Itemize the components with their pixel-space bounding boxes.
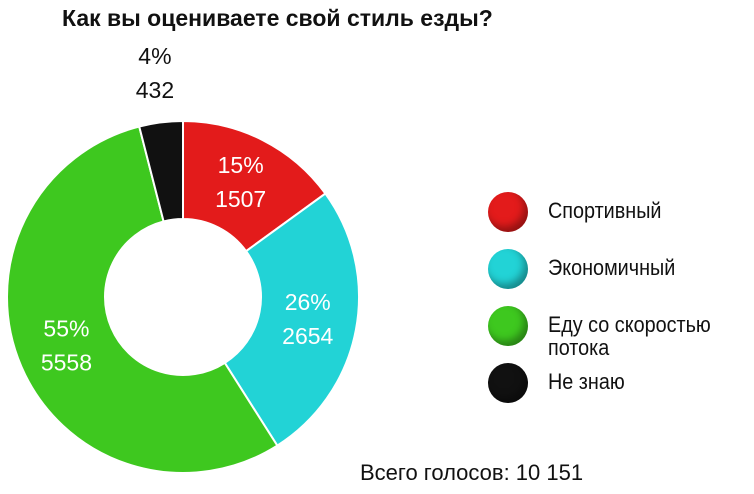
legend-item: Еду со скоростью потока: [488, 304, 754, 361]
slice-percent: 15%: [218, 152, 264, 178]
slice-percent: 55%: [43, 316, 89, 342]
chart-title: Как вы оцениваете свой стиль езды?: [62, 5, 493, 31]
donut-slice: [138, 119, 184, 223]
legend-swatch: [488, 306, 528, 346]
slice-percent: 4%: [138, 43, 171, 69]
slice-percent: 26%: [285, 289, 331, 315]
slice-count: 2654: [282, 323, 333, 349]
legend-swatch: [488, 363, 528, 403]
slice-count: 1507: [215, 186, 266, 212]
slice-count: 5558: [41, 350, 92, 376]
donut-slice: [6, 125, 279, 474]
legend-label: Не знаю: [548, 369, 625, 394]
legend-label: Еду со скоростью потока: [548, 312, 711, 360]
slice-count: 432: [136, 77, 174, 103]
donut-slice: [223, 192, 360, 447]
legend-item: Экономичный: [488, 247, 754, 304]
legend: Спортивный Экономичный Еду со скоростью по…: [488, 190, 754, 418]
legend-item: Спортивный: [488, 190, 754, 247]
legend-label: Экономичный: [548, 255, 676, 280]
legend-item: Не знаю: [488, 361, 754, 418]
legend-label: Спортивный: [548, 198, 662, 223]
total-votes: Всего голосов: 10 151: [360, 460, 583, 485]
legend-swatch: [488, 249, 528, 289]
legend-swatch: [488, 192, 528, 232]
